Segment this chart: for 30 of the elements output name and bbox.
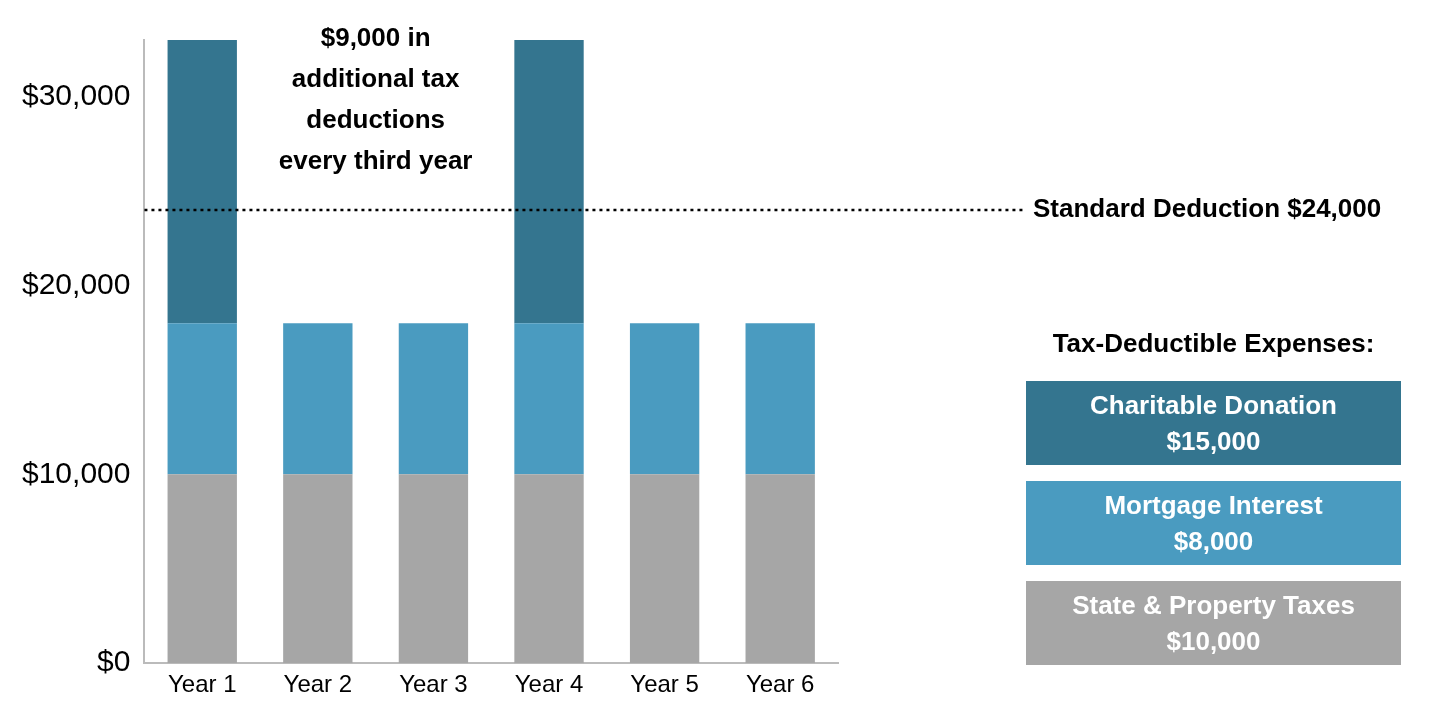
- x-tick-label: Year 1: [167, 670, 237, 698]
- bar: [167, 40, 237, 324]
- bar: [398, 474, 469, 664]
- y-tick-label: $0: [97, 644, 131, 678]
- bar: [398, 323, 469, 475]
- x-tick-label: Year 4: [514, 670, 584, 698]
- x-tick-label: Year 3: [399, 670, 468, 698]
- bar: [283, 323, 353, 475]
- x-tick-label: Year 5: [630, 670, 699, 698]
- legend-title: Tax-Deductible Expenses:: [1051, 328, 1376, 359]
- text: Charitable Donation $15,000: [1089, 389, 1338, 458]
- bar: [167, 474, 237, 664]
- bar: [514, 474, 584, 664]
- x-tick-label: Year 6: [745, 670, 815, 698]
- bar: [745, 323, 815, 475]
- text: State & Property Taxes $10,000: [1071, 589, 1356, 658]
- annotation: $9,000 in additional tax deductions every third year: [278, 22, 473, 176]
- bar: [514, 40, 584, 324]
- y-tick-label: $10,000: [21, 455, 131, 489]
- ref-line-label: Standard Deduction $24,000: [1033, 193, 1382, 224]
- x-tick-label: Year 2: [283, 670, 353, 698]
- y-tick-label: $30,000: [21, 77, 131, 111]
- bar: [745, 474, 815, 664]
- text: Mortgage Interest $8,000: [1103, 489, 1324, 558]
- y-tick-label: $20,000: [21, 266, 131, 300]
- bar: [629, 474, 700, 664]
- bar: [514, 323, 584, 475]
- bar: [629, 323, 700, 475]
- bar: [283, 474, 353, 664]
- bar: [167, 323, 237, 475]
